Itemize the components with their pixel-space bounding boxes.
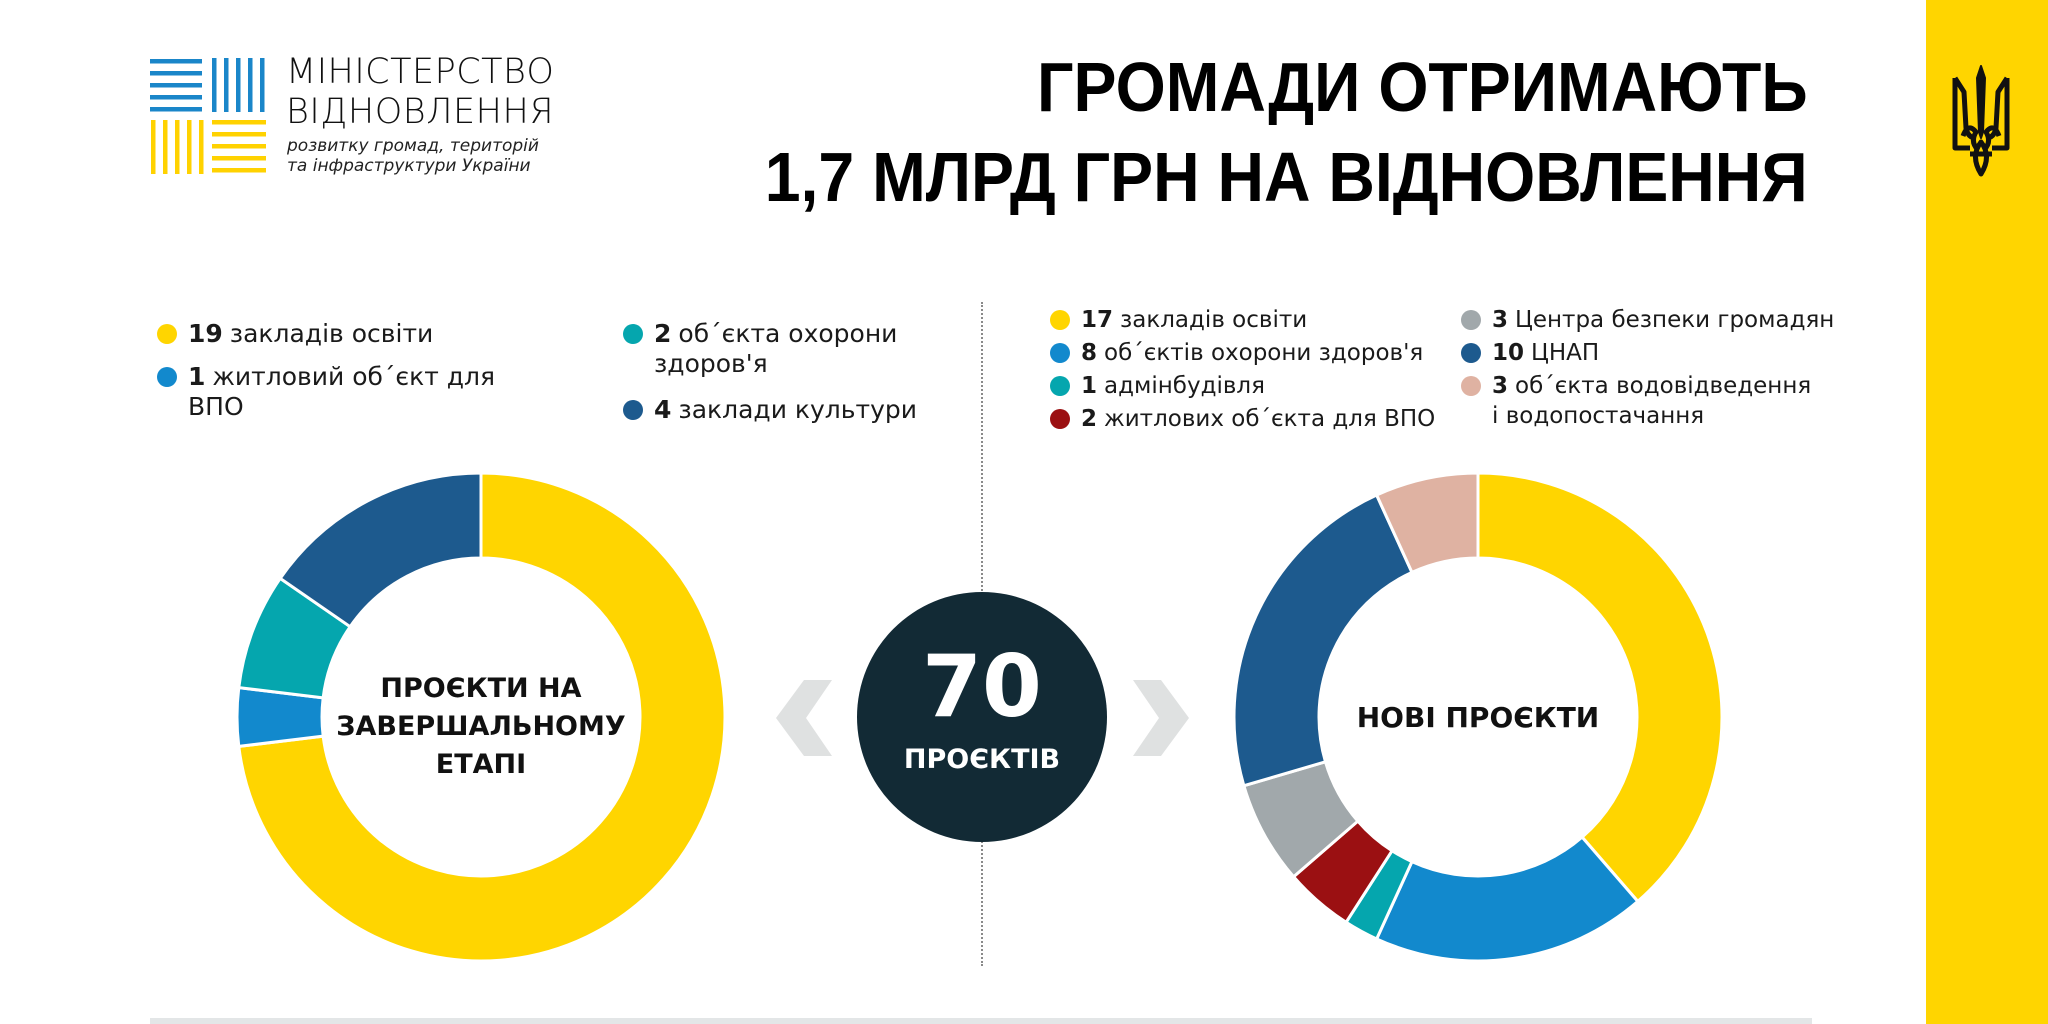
donut-segment xyxy=(1476,471,1724,904)
left-donut-label: ПРОЄКТИ НА ЗАВЕРШАЛЬНОМУ ЕТАПІ xyxy=(321,670,641,784)
ministry-subtitle: розвитку громад, територій та інфраструк… xyxy=(287,136,539,176)
left-donut-label-line: ЗАВЕРШАЛЬНОМУ xyxy=(336,711,626,742)
donut-segment xyxy=(1232,493,1414,788)
left-donut-chart xyxy=(235,471,727,963)
legend-dot xyxy=(1050,409,1070,429)
ministry-name: МІНІСТЕРСТВО ВІДНОВЛЕННЯ xyxy=(286,52,554,132)
ministry-name-line-2: ВІДНОВЛЕННЯ xyxy=(286,92,555,132)
legend-text: об´єкта охорони xyxy=(678,319,898,348)
left-donut-label-line: ПРОЄКТИ НА xyxy=(380,673,582,704)
page-title-line-1: ГРОМАДИ ОТРИМАЮТЬ xyxy=(1037,48,1808,126)
legend-dot xyxy=(623,324,643,344)
legend-text: житлових об´єкта для ВПО xyxy=(1104,406,1436,432)
legend-item: 10 ЦНАП xyxy=(1461,338,1599,368)
legend-text: житловий об´єкт для xyxy=(212,362,496,391)
legend-dot xyxy=(1461,343,1481,363)
legend-dot xyxy=(1461,310,1481,330)
page-title-line-2: 1,7 МЛРД ГРН НА ВІДНОВЛЕННЯ xyxy=(765,138,1808,216)
right-donut-chart xyxy=(1232,471,1724,963)
legend-item: 1 адмінбудівля xyxy=(1050,371,1265,401)
legend-dot xyxy=(157,324,177,344)
legend-dot xyxy=(1050,343,1070,363)
donut-segment xyxy=(1374,471,1480,575)
legend-text-cont: і водопостачання xyxy=(1492,403,1705,429)
legend-count: 10 xyxy=(1492,340,1525,366)
legend-count: 4 xyxy=(654,395,672,424)
legend-item: 19 закладів освіти xyxy=(157,319,433,349)
page-title: ГРОМАДИ ОТРИМАЮТЬ 1,7 МЛРД ГРН НА ВІДНОВ… xyxy=(765,42,1808,222)
legend-dot xyxy=(157,367,177,387)
legend-item: 3 Центра безпеки громадян xyxy=(1461,305,1834,335)
legend-count: 17 xyxy=(1081,307,1114,333)
ministry-subtitle-line-2: та інфраструктури України xyxy=(287,156,531,176)
legend-text: Центра безпеки громадян xyxy=(1515,307,1835,333)
legend-item: 3 об´єкта водовідведення і водопостачання xyxy=(1461,371,1811,431)
legend-item: 17 закладів освіти xyxy=(1050,305,1307,335)
legend-text: заклади культури xyxy=(678,395,917,424)
legend-text: адмінбудівля xyxy=(1104,373,1265,399)
legend-text: об´єктів охорони здоров'я xyxy=(1104,340,1424,366)
legend-dot xyxy=(623,400,643,420)
legend-count: 1 xyxy=(1081,373,1098,399)
legend-item: 2 житлових об´єкта для ВПО xyxy=(1050,404,1435,434)
donut-segment xyxy=(237,471,727,963)
ministry-logo-icon xyxy=(150,58,266,174)
left-donut-label-line: ЕТАПІ xyxy=(435,749,527,780)
legend-count: 19 xyxy=(188,319,223,348)
legend-text: об´єкта водовідведення xyxy=(1515,373,1812,399)
legend-count: 2 xyxy=(1081,406,1098,432)
legend-text: ЦНАП xyxy=(1531,340,1600,366)
legend-count: 3 xyxy=(1492,307,1509,333)
legend-text: закладів освіти xyxy=(1120,307,1308,333)
legend-item: 8 об´єктів охорони здоров'я xyxy=(1050,338,1423,368)
chevron-left-icon xyxy=(776,680,832,756)
legend-item: 4 заклади культури xyxy=(623,395,917,425)
flag-stripe xyxy=(1926,0,2048,1024)
legend-dot xyxy=(1050,376,1070,396)
legend-text-cont: ВПО xyxy=(188,392,244,421)
legend-count: 3 xyxy=(1492,373,1509,399)
ministry-subtitle-line-1: розвитку громад, територій xyxy=(287,136,539,156)
trident-icon xyxy=(1952,65,2010,177)
legend-count: 8 xyxy=(1081,340,1098,366)
legend-item: 1 житловий об´єкт для ВПО xyxy=(157,362,495,422)
legend-dot xyxy=(1461,376,1481,396)
legend-text: закладів освіти xyxy=(229,319,434,348)
footer-strip xyxy=(150,1018,1812,1024)
legend-count: 2 xyxy=(654,319,672,348)
ministry-name-line-1: МІНІСТЕРСТВО xyxy=(286,52,555,92)
total-projects-count: 70 xyxy=(922,637,1042,737)
right-donut-label: НОВІ ПРОЄКТИ xyxy=(1356,701,1600,734)
total-projects-badge: 70 ПРОЄКТІВ xyxy=(857,592,1107,842)
legend-dot xyxy=(1050,310,1070,330)
chevron-right-icon xyxy=(1133,680,1189,756)
donut-segment xyxy=(1374,835,1640,963)
legend-text-cont: здоров'я xyxy=(654,349,768,378)
legend-count: 1 xyxy=(188,362,206,391)
legend-item: 2 об´єкта охорони здоров'я xyxy=(623,319,897,379)
donut-segment xyxy=(278,471,483,629)
total-projects-label: ПРОЄКТІВ xyxy=(903,744,1061,775)
